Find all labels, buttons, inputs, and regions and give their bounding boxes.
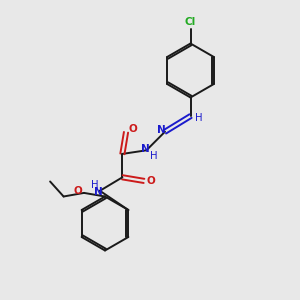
Text: H: H [195, 112, 203, 123]
Text: O: O [74, 186, 82, 197]
Text: H: H [91, 180, 99, 190]
Text: Cl: Cl [185, 17, 196, 27]
Text: N: N [94, 187, 103, 197]
Text: N: N [140, 144, 149, 154]
Text: H: H [150, 151, 158, 161]
Text: O: O [128, 124, 137, 134]
Text: N: N [157, 125, 166, 135]
Text: O: O [146, 176, 155, 186]
